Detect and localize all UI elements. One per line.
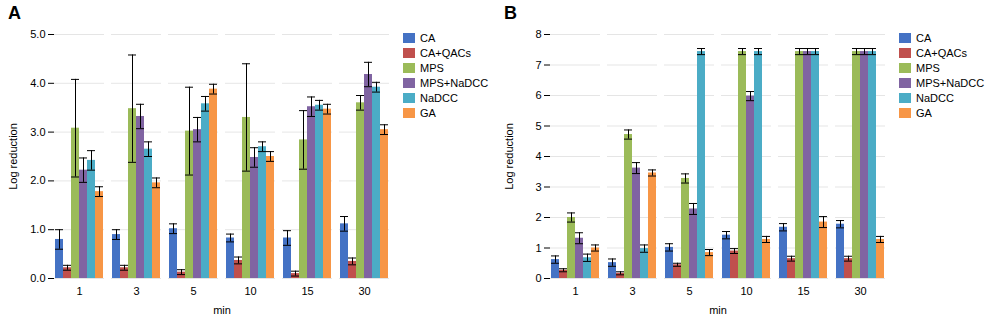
svg-text:30: 30 xyxy=(358,285,370,297)
svg-text:5: 5 xyxy=(686,285,692,297)
svg-text:5: 5 xyxy=(535,120,541,132)
html-text:CA: CA xyxy=(916,32,932,44)
svg-text:3: 3 xyxy=(629,285,635,297)
html-text:MPS: MPS xyxy=(420,62,444,74)
svg-text:3: 3 xyxy=(133,285,139,297)
svg-text:30: 30 xyxy=(854,285,866,297)
svg-text:15: 15 xyxy=(797,285,809,297)
svg-text:min: min xyxy=(709,304,727,316)
svg-text:7: 7 xyxy=(535,59,541,71)
html-text:MPS+NaDCC: MPS+NaDCC xyxy=(420,77,489,89)
svg-text:4: 4 xyxy=(535,150,541,162)
svg-text:5.0: 5.0 xyxy=(30,28,45,40)
svg-text:1: 1 xyxy=(535,242,541,254)
svg-text:4.0: 4.0 xyxy=(30,77,45,89)
svg-text:5: 5 xyxy=(190,285,196,297)
svg-text:0: 0 xyxy=(535,272,541,284)
svg-text:8: 8 xyxy=(535,28,541,40)
html-text:A: A xyxy=(8,3,21,23)
html-text:MPS+NaDCC: MPS+NaDCC xyxy=(916,77,985,89)
svg-text:Log reduction: Log reduction xyxy=(503,123,515,190)
svg-text:3: 3 xyxy=(535,181,541,193)
html-text:B: B xyxy=(504,3,517,23)
svg-text:10: 10 xyxy=(740,285,752,297)
html-text:CA+QACs: CA+QACs xyxy=(916,47,967,59)
html-text:CA: CA xyxy=(420,32,436,44)
svg-text:15: 15 xyxy=(301,285,313,297)
html-text:GA: GA xyxy=(916,107,932,119)
html-text:NaDCC: NaDCC xyxy=(916,92,954,104)
svg-text:0.0: 0.0 xyxy=(30,272,45,284)
svg-text:1: 1 xyxy=(76,285,82,297)
html-text:MPS: MPS xyxy=(916,62,940,74)
svg-text:10: 10 xyxy=(244,285,256,297)
svg-text:6: 6 xyxy=(535,89,541,101)
svg-text:2: 2 xyxy=(535,211,541,223)
html-text:GA: GA xyxy=(420,107,436,119)
html-text:NaDCC: NaDCC xyxy=(420,92,458,104)
html-text:CA+QACs: CA+QACs xyxy=(420,47,471,59)
svg-text:Log reduction: Log reduction xyxy=(7,123,19,190)
svg-text:1: 1 xyxy=(572,285,578,297)
svg-text:2.0: 2.0 xyxy=(30,174,45,186)
svg-text:3.0: 3.0 xyxy=(30,126,45,138)
svg-text:min: min xyxy=(213,304,231,316)
svg-text:1.0: 1.0 xyxy=(30,223,45,235)
